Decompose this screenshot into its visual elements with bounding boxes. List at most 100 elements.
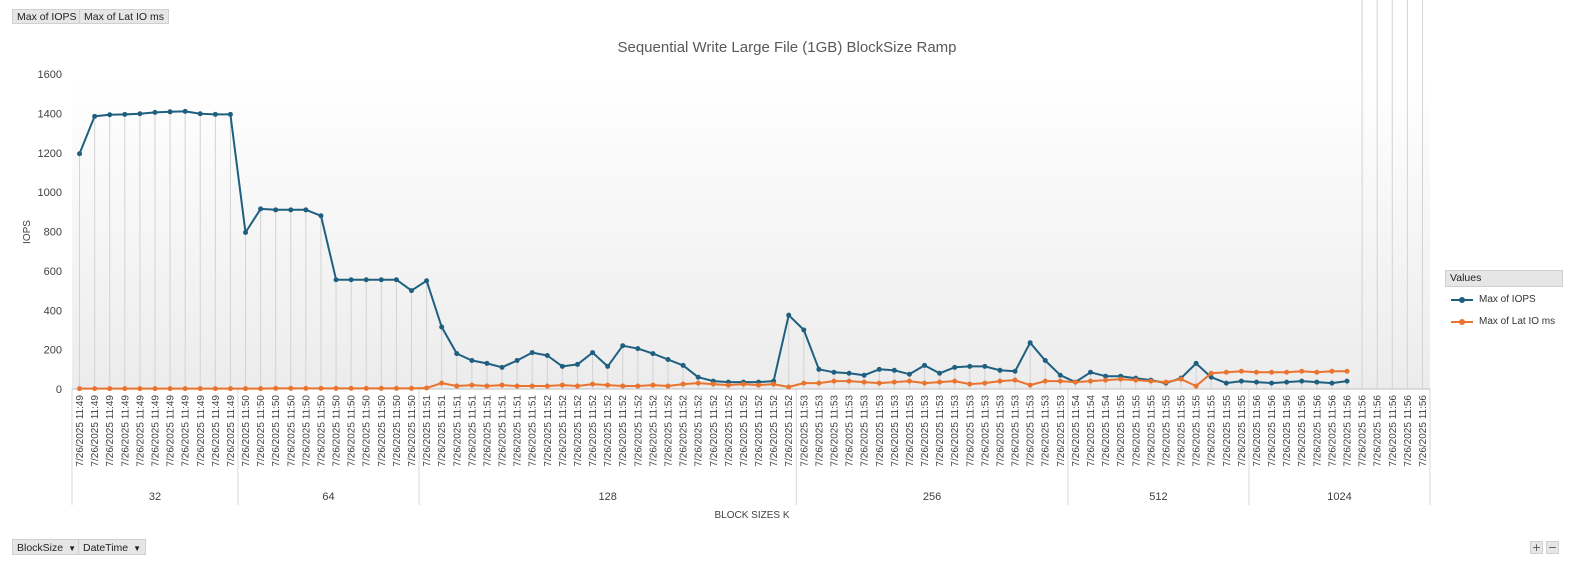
data-point-lat — [1118, 376, 1124, 382]
data-point-iops — [303, 207, 309, 213]
data-point-iops — [574, 361, 580, 367]
group-label: 512 — [1149, 491, 1167, 503]
data-point-lat — [1223, 369, 1229, 375]
legend-label-lat: Max of Lat IO ms — [1479, 316, 1556, 327]
data-point-iops — [665, 356, 671, 362]
x-tick-label: 7/26/2025 11:52 — [754, 395, 765, 467]
x-tick-label: 7/26/2025 11:55 — [1207, 395, 1218, 467]
x-tick-label: 7/26/2025 11:52 — [694, 395, 705, 467]
x-tick-label: 7/26/2025 11:56 — [1282, 395, 1293, 467]
legend-item-iops[interactable]: Max of IOPS — [1445, 291, 1563, 309]
data-point-iops — [182, 108, 188, 114]
y-tick-label: 1200 — [38, 148, 62, 160]
x-tick-label: 7/26/2025 11:50 — [362, 395, 373, 467]
data-point-iops — [1103, 373, 1109, 379]
x-tick-label: 7/26/2025 11:50 — [392, 395, 403, 467]
data-point-lat — [137, 386, 143, 392]
data-point-iops — [559, 363, 565, 369]
x-tick-label: 7/26/2025 11:51 — [498, 395, 509, 467]
data-point-iops — [891, 367, 897, 373]
data-point-lat — [77, 386, 83, 392]
x-tick-label: 7/26/2025 11:53 — [860, 395, 871, 467]
data-point-lat — [273, 385, 279, 391]
zoom-out-button[interactable]: − — [1546, 541, 1559, 554]
data-point-lat — [574, 383, 580, 389]
data-point-lat — [152, 386, 158, 392]
x-tick-label: 7/26/2025 11:49 — [105, 395, 116, 467]
x-tick-label: 7/26/2025 11:51 — [467, 395, 478, 467]
x-tick-label: 7/26/2025 11:49 — [120, 395, 131, 467]
legend-item-lat[interactable]: Max of Lat IO ms — [1445, 313, 1563, 331]
x-tick-label: 7/26/2025 11:50 — [271, 395, 282, 467]
data-point-iops — [1253, 379, 1259, 385]
data-point-iops — [1057, 372, 1063, 378]
x-tick-label: 7/26/2025 11:52 — [664, 395, 675, 467]
legend-swatch-iops — [1451, 297, 1473, 303]
data-point-iops — [167, 109, 173, 115]
zoom-in-button[interactable]: + — [1530, 541, 1543, 554]
data-point-iops — [288, 207, 294, 213]
data-point-lat — [680, 381, 686, 387]
data-point-iops — [107, 112, 113, 118]
data-point-iops — [273, 207, 279, 213]
group-label: 1024 — [1327, 491, 1351, 503]
data-point-lat — [1344, 368, 1350, 374]
data-point-iops — [967, 363, 973, 369]
data-point-lat — [1148, 378, 1154, 384]
data-point-iops — [469, 357, 475, 363]
x-tick-label: 7/26/2025 11:55 — [1222, 395, 1233, 467]
data-point-iops — [680, 362, 686, 368]
data-point-lat — [740, 381, 746, 387]
filter-max-iops[interactable]: Max of IOPS — [12, 9, 82, 24]
x-tick-label: 7/26/2025 11:50 — [347, 395, 358, 467]
data-point-lat — [906, 378, 912, 384]
data-point-iops — [590, 350, 596, 356]
x-tick-label: 7/26/2025 11:56 — [1343, 395, 1354, 467]
data-point-iops — [635, 346, 641, 352]
group-label: 128 — [598, 491, 616, 503]
data-point-iops — [258, 206, 264, 212]
data-point-lat — [1012, 377, 1018, 383]
data-point-lat — [1253, 369, 1259, 375]
chart-title: Sequential Write Large File (1GB) BlockS… — [617, 39, 956, 56]
data-point-lat — [665, 383, 671, 389]
x-tick-label: 7/26/2025 11:53 — [814, 395, 825, 467]
data-point-iops — [227, 111, 233, 117]
data-point-lat — [590, 381, 596, 387]
data-point-lat — [167, 386, 173, 392]
x-tick-label: 7/26/2025 11:53 — [905, 395, 916, 467]
data-point-lat — [725, 382, 731, 388]
data-point-iops — [1208, 374, 1214, 380]
data-point-iops — [409, 288, 414, 294]
legend-title[interactable]: Values — [1445, 270, 1563, 287]
data-point-iops — [137, 111, 143, 117]
x-tick-label: 7/26/2025 11:53 — [1026, 395, 1037, 467]
x-tick-label: 7/26/2025 11:53 — [980, 395, 991, 467]
data-point-lat — [861, 379, 867, 385]
data-point-lat — [1178, 376, 1184, 382]
data-point-lat — [1133, 377, 1139, 383]
datetime-field-button[interactable]: DateTime ▼ — [78, 539, 147, 555]
data-point-iops — [786, 312, 792, 318]
x-tick-label: 7/26/2025 11:53 — [799, 395, 810, 467]
x-tick-label: 7/26/2025 11:53 — [965, 395, 976, 467]
x-tick-label: 7/26/2025 11:53 — [935, 395, 946, 467]
data-point-lat — [393, 385, 399, 391]
data-point-lat — [1329, 368, 1335, 374]
data-point-iops — [906, 371, 912, 377]
blocksize-field-button[interactable]: BlockSize ▼ — [12, 539, 82, 555]
x-tick-label: 7/26/2025 11:51 — [437, 395, 448, 467]
data-point-lat — [529, 383, 535, 389]
data-point-iops — [1284, 379, 1290, 385]
x-tick-label: 7/26/2025 11:53 — [829, 395, 840, 467]
x-tick-label: 7/26/2025 11:54 — [1086, 395, 1097, 467]
data-point-iops — [152, 109, 158, 115]
data-point-lat — [1072, 379, 1078, 385]
filter-max-lat-io[interactable]: Max of Lat IO ms — [79, 9, 169, 24]
x-tick-label: 7/26/2025 11:49 — [211, 395, 222, 467]
data-point-lat — [1042, 378, 1048, 384]
data-point-iops — [1329, 380, 1335, 386]
data-point-iops — [544, 353, 550, 359]
data-point-lat — [454, 383, 460, 389]
x-tick-label: 7/26/2025 11:56 — [1312, 395, 1323, 467]
